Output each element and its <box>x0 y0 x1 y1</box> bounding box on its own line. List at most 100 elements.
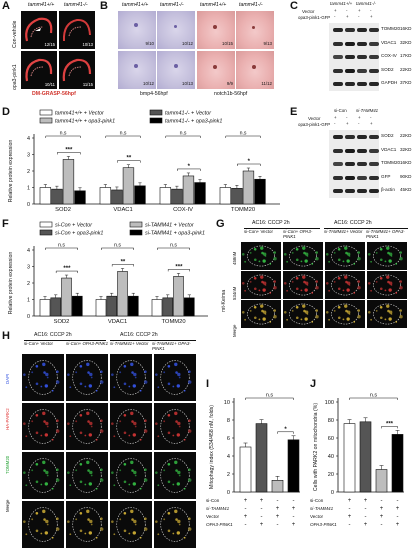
x-tick-label: VDAC1 <box>108 319 127 325</box>
treatment-sign: - <box>365 506 367 512</box>
signal-dot <box>386 304 390 308</box>
blot-band <box>369 175 379 180</box>
cell-image <box>67 409 104 444</box>
legend-label: si-Con + Vector <box>55 223 92 229</box>
signal-dot <box>84 483 87 486</box>
signal-dot <box>69 533 72 536</box>
sig-stars: *** <box>63 266 71 272</box>
panel-e-col1: si-Con <box>334 108 347 113</box>
cell-image <box>67 458 104 493</box>
blot-band <box>369 82 379 86</box>
signal-dot <box>167 413 171 417</box>
cell-outline <box>72 507 102 542</box>
blot-band <box>345 28 355 32</box>
signal-dot <box>325 253 329 256</box>
signal-dot <box>44 433 49 437</box>
blot-protein-label: GFP <box>381 173 391 179</box>
signal-dot <box>133 470 137 475</box>
blot-band <box>369 162 379 166</box>
signal-dot <box>379 316 383 320</box>
if-image <box>66 501 108 548</box>
mt-keima-image <box>325 300 365 328</box>
sig-bracket <box>381 426 398 429</box>
signal-dot <box>367 311 371 314</box>
signal-dot <box>44 482 49 486</box>
cell-outline <box>373 274 401 296</box>
panel-g-col1: si-Con+ Vector <box>244 229 273 234</box>
treatment-sign: - <box>245 506 247 512</box>
signal-dot <box>262 281 267 285</box>
signal-dot <box>172 532 175 535</box>
if-image <box>110 354 152 401</box>
blot-sign: + <box>358 115 361 120</box>
signal-dot <box>174 460 178 465</box>
signal-dot <box>178 425 181 428</box>
signal-dot <box>123 462 127 466</box>
sig-stars: * <box>188 164 191 170</box>
signal-dot <box>51 536 54 539</box>
signal-dot <box>311 320 314 323</box>
blot-band <box>345 175 355 180</box>
blot-protein-label: β-actin <box>381 187 395 192</box>
signal-dot <box>399 280 402 283</box>
signal-dot <box>31 371 34 374</box>
signal-dot <box>123 413 127 417</box>
signal-dot <box>295 277 299 280</box>
signal-dot <box>86 411 90 416</box>
signal-dot <box>328 318 331 321</box>
panel-e-row2: opa3-pink1-GFP <box>298 122 331 127</box>
cell-image <box>111 458 148 493</box>
bar <box>99 187 112 205</box>
y-tick-label: 2 <box>227 472 230 478</box>
legend-swatch <box>39 117 53 124</box>
signal-dot <box>25 533 28 536</box>
signal-dot <box>303 251 306 255</box>
signal-dot <box>174 509 178 514</box>
signal-dot <box>113 435 116 438</box>
panel-g-header1: AC16: CCCP 2h <box>252 220 290 226</box>
treatment-sign: - <box>397 514 399 520</box>
panel-b-footer1: bmp4-56hpf <box>140 91 168 97</box>
if-image <box>22 403 64 450</box>
signal-dot <box>51 389 54 392</box>
signal-dot <box>139 389 142 392</box>
signal-dot <box>253 277 257 280</box>
sig-bracket <box>277 431 294 434</box>
signal-dot <box>157 435 160 438</box>
blot-sign: + <box>346 121 349 126</box>
treatment-label: si-Con <box>206 498 220 503</box>
blot-band <box>345 41 355 46</box>
treatment-sign: + <box>380 514 384 520</box>
cell-image <box>283 245 319 267</box>
signal-dot <box>286 318 289 321</box>
blot-band <box>345 135 355 139</box>
bar <box>159 187 172 205</box>
panel-h-col4: si-TAMM41+ OPA3-PINK1 <box>152 341 191 351</box>
signal-dot <box>111 373 114 376</box>
ns-bracket <box>165 135 201 138</box>
signal-dot <box>163 420 166 423</box>
cell-image <box>283 303 319 325</box>
if-image <box>66 403 108 450</box>
blot-protein-label: TOMM20 <box>381 26 401 31</box>
signal-dot <box>337 248 341 251</box>
signal-dot <box>155 520 158 523</box>
signal-dot <box>253 258 257 262</box>
signal-dot <box>56 468 59 471</box>
treatment-sign: + <box>396 522 400 528</box>
signal-dot <box>333 281 336 283</box>
signal-dot <box>357 251 360 254</box>
signal-dot <box>130 460 134 465</box>
signal-dot <box>315 280 318 283</box>
signal-dot <box>44 384 49 388</box>
blot-band <box>333 175 343 180</box>
signal-dot <box>89 421 93 426</box>
blot-band <box>333 82 343 86</box>
if-image <box>154 354 196 401</box>
signal-dot <box>172 434 175 437</box>
bar <box>182 175 195 205</box>
signal-dot <box>300 260 303 263</box>
blot-band <box>333 68 343 73</box>
cell-image <box>241 303 277 325</box>
signal-dot <box>367 253 371 256</box>
